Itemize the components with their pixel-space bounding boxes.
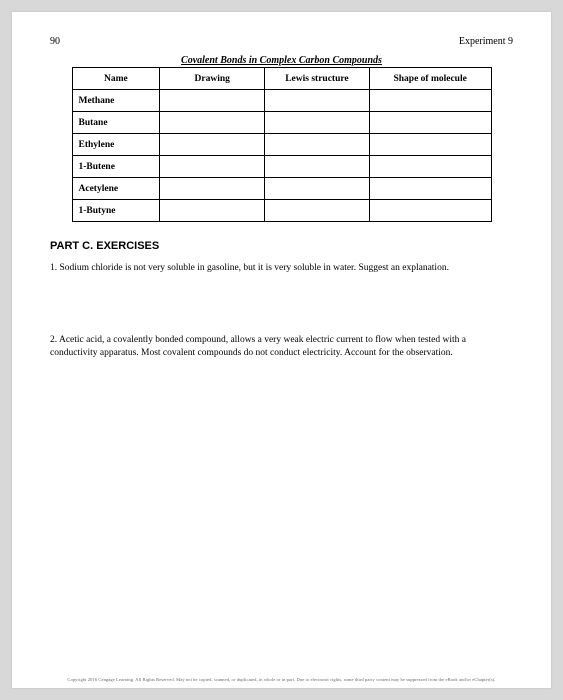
table-row: Acetylene — [72, 178, 491, 200]
question-2: 2. Acetic acid, a covalently bonded comp… — [50, 334, 513, 359]
col-header-drawing: Drawing — [160, 68, 265, 90]
cell-shape — [369, 134, 491, 156]
cell-name: Ethylene — [72, 134, 160, 156]
cell-shape — [369, 178, 491, 200]
cell-drawing — [160, 200, 265, 222]
cell-drawing — [160, 178, 265, 200]
copyright-footer: Copyright 2016 Cengage Learning. All Rig… — [12, 677, 551, 682]
cell-name: Acetylene — [72, 178, 160, 200]
cell-lewis — [265, 90, 370, 112]
page-number: 90 — [50, 36, 60, 47]
part-c-title: PART C. EXERCISES — [50, 240, 513, 252]
table-row: 1-Butene — [72, 156, 491, 178]
experiment-label: Experiment 9 — [459, 36, 513, 47]
cell-name: 1-Butyne — [72, 200, 160, 222]
cell-drawing — [160, 90, 265, 112]
cell-lewis — [265, 156, 370, 178]
table-row: 1-Butyne — [72, 200, 491, 222]
page-header: 90 Experiment 9 — [50, 36, 513, 47]
table-row: Ethylene — [72, 134, 491, 156]
col-header-shape: Shape of molecule — [369, 68, 491, 90]
table-caption: Covalent Bonds in Complex Carbon Compoun… — [50, 55, 513, 66]
table-row: Butane — [72, 112, 491, 134]
cell-lewis — [265, 112, 370, 134]
cell-drawing — [160, 156, 265, 178]
cell-shape — [369, 112, 491, 134]
page: 90 Experiment 9 Covalent Bonds in Comple… — [12, 12, 551, 688]
table-row: Methane — [72, 90, 491, 112]
cell-drawing — [160, 134, 265, 156]
cell-lewis — [265, 134, 370, 156]
cell-shape — [369, 156, 491, 178]
cell-lewis — [265, 200, 370, 222]
cell-name: Methane — [72, 90, 160, 112]
col-header-lewis: Lewis structure — [265, 68, 370, 90]
question-1: 1. Sodium chloride is not very soluble i… — [50, 262, 513, 274]
table-header-row: Name Drawing Lewis structure Shape of mo… — [72, 68, 491, 90]
compounds-table: Name Drawing Lewis structure Shape of mo… — [72, 67, 492, 222]
cell-drawing — [160, 112, 265, 134]
col-header-name: Name — [72, 68, 160, 90]
cell-name: 1-Butene — [72, 156, 160, 178]
cell-shape — [369, 90, 491, 112]
cell-name: Butane — [72, 112, 160, 134]
cell-shape — [369, 200, 491, 222]
cell-lewis — [265, 178, 370, 200]
